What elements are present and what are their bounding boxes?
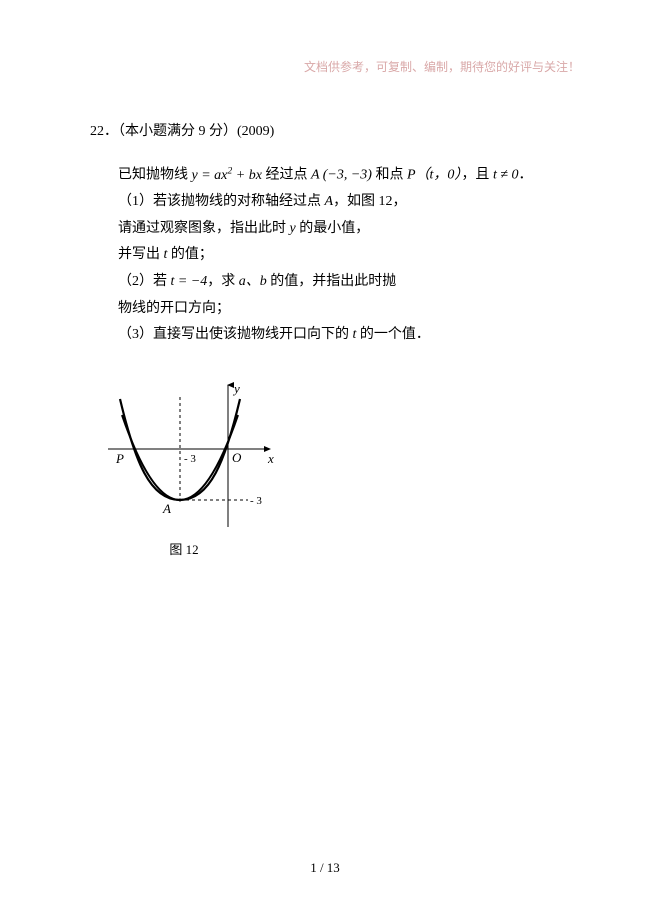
- figure-wrap: y x O - 3 - 3 A P 图 12: [100, 377, 570, 558]
- q1-c: 并写出: [118, 247, 164, 262]
- q2-a-ab: a、b: [239, 274, 267, 289]
- stem-mid2: 和点: [372, 168, 407, 183]
- q1-a: （1）若该抛物线的对称轴经过点: [118, 194, 325, 209]
- q3-line: （3）直接写出使该抛物线开口向下的 t 的一个值．: [118, 322, 570, 349]
- parabola-figure: y x O - 3 - 3 A P: [100, 377, 280, 532]
- tick-y-neg3: - 3: [250, 495, 262, 507]
- q1-c-end: 的值；: [167, 247, 213, 262]
- problem-body: 已知抛物线 y = ax2 + bx 经过点 A (−3, −3) 和点 P（t…: [118, 162, 570, 349]
- q1-a-pt: A: [325, 194, 334, 209]
- q1-line-c: 并写出 t 的值；: [118, 242, 570, 269]
- header-note: 文档供参考，可复制、编制，期待您的好评与关注！: [304, 58, 580, 75]
- q1-b-end: 的最小值，: [296, 221, 370, 236]
- stem-prefix: 已知抛物线: [118, 168, 192, 183]
- point-a: A (−3, −3): [311, 168, 372, 183]
- q2-line-b: 物线的开口方向；: [118, 296, 570, 323]
- q2-line-a: （2）若 t = −4，求 a、b 的值，并指出此时抛: [118, 269, 570, 296]
- q2-a-end: 的值，并指出此时抛: [267, 274, 397, 289]
- q2-a-eq: t = −4: [171, 274, 208, 289]
- q1-a-end: ，如图 12，: [333, 194, 407, 209]
- q3-a-end: 的一个值．: [356, 327, 430, 342]
- stem-end: ．: [519, 168, 533, 183]
- page-number: 1 / 13: [0, 860, 650, 876]
- problem-number: 22．（本小题满分 9 分）(2009): [90, 120, 570, 140]
- point-p-label: P: [115, 451, 124, 466]
- q1-line-b: 请通过观察图象，指出此时 y 的最小值，: [118, 216, 570, 243]
- q1-b: 请通过观察图象，指出此时: [118, 221, 290, 236]
- point-p: P（t，0）: [407, 168, 461, 183]
- q3-a: （3）直接写出使该抛物线开口向下的: [118, 327, 353, 342]
- cond-formula: t ≠ 0: [493, 168, 519, 183]
- vertex-point: [179, 498, 182, 501]
- q2-a: （2）若: [118, 274, 171, 289]
- stem-mid: 经过点: [262, 168, 311, 183]
- point-a-label: A: [162, 501, 171, 516]
- y-axis-label: y: [232, 381, 240, 396]
- stem-cond: ，且: [461, 168, 493, 183]
- figure-caption: 图 12: [94, 539, 274, 558]
- q2-a-mid: ，求: [207, 274, 239, 289]
- origin-label: O: [232, 450, 242, 465]
- stem-line: 已知抛物线 y = ax2 + bx 经过点 A (−3, −3) 和点 P（t…: [118, 162, 570, 189]
- tick-x-neg3: - 3: [184, 453, 196, 465]
- page-container: 文档供参考，可复制、编制，期待您的好评与关注！ 22．（本小题满分 9 分）(2…: [0, 0, 650, 920]
- q1-line-a: （1）若该抛物线的对称轴经过点 A，如图 12，: [118, 189, 570, 216]
- x-axis-label: x: [267, 451, 274, 466]
- stem-formula: y = ax2 + bx: [192, 168, 262, 183]
